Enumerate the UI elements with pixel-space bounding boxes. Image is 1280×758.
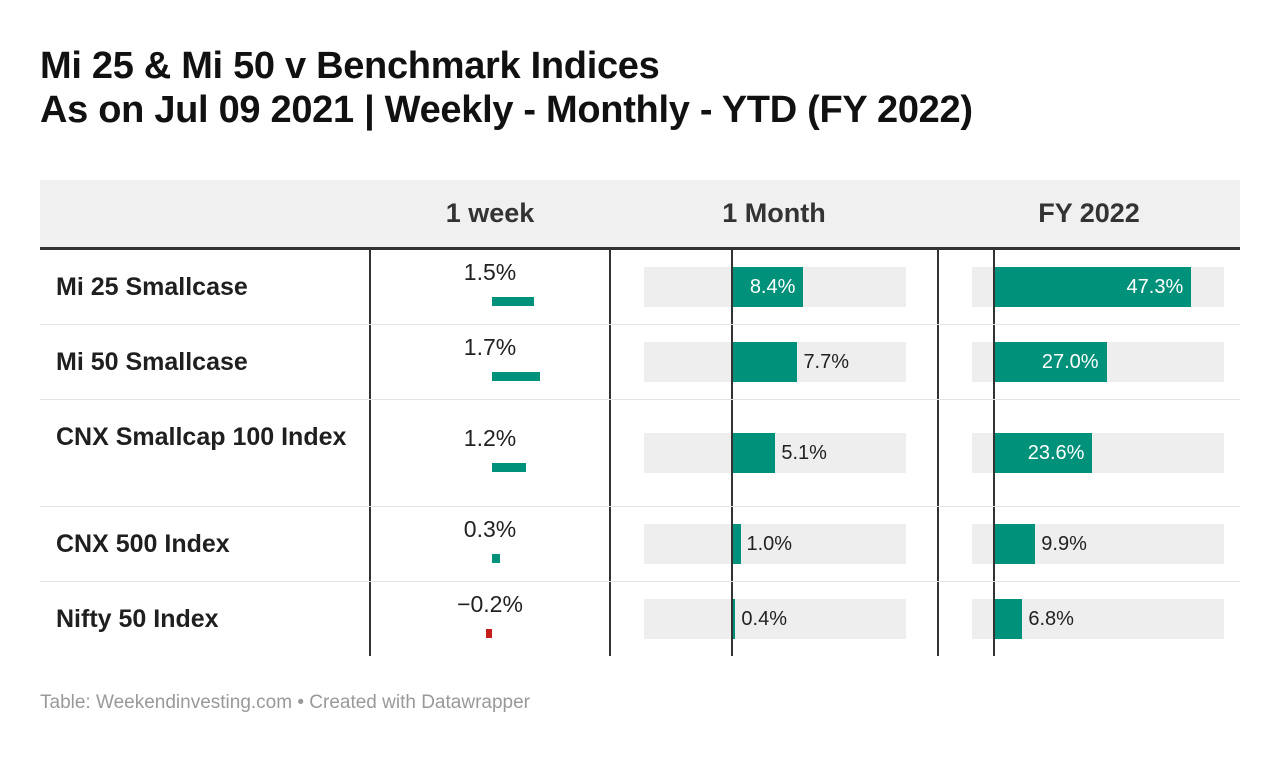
week-bar (486, 629, 492, 638)
month-value: 8.4% (749, 276, 796, 298)
fy-zero-axis (993, 250, 995, 324)
month-bar-track: 0.4% (644, 599, 906, 639)
week-value: 0.3% (463, 516, 517, 542)
data-table: 1 week 1 Month FY 2022 Mi 25 Smallcase 1.… (40, 180, 1240, 656)
fy-bar-track: 23.6% (972, 433, 1224, 473)
week-value: 1.7% (463, 334, 517, 360)
fy-value: 23.6% (1027, 442, 1085, 464)
column-divider (609, 400, 611, 506)
week-bar (492, 463, 526, 472)
month-bar (732, 433, 776, 473)
fy-value: 27.0% (1041, 351, 1099, 373)
month-bar (732, 599, 736, 639)
month-zero-axis (731, 250, 733, 324)
month-zero-axis (731, 400, 733, 506)
month-value: 5.1% (781, 442, 827, 464)
column-divider (369, 250, 371, 324)
fy-zero-axis (993, 400, 995, 506)
column-divider (609, 582, 611, 656)
title-line-1: Mi 25 & Mi 50 v Benchmark Indices (40, 45, 660, 87)
fy-zero-axis (993, 582, 995, 656)
month-zero-axis (731, 582, 733, 656)
month-bar-track: 1.0% (644, 524, 906, 564)
title-line-2: As on Jul 09 2021 | Weekly - Monthly - Y… (40, 89, 973, 131)
column-divider (369, 507, 371, 581)
column-divider (609, 250, 611, 324)
month-bar-track: 7.7% (644, 342, 906, 382)
week-bar (492, 372, 540, 381)
column-divider (369, 400, 371, 506)
column-divider (369, 325, 371, 399)
table-row: CNX Smallcap 100 Index 1.2% 5.1% 23.6% (40, 400, 1240, 507)
column-divider (937, 582, 939, 656)
fy-bar-track: 47.3% (972, 267, 1224, 307)
table-body: Mi 25 Smallcase 1.5% 8.4% 47.3% Mi 50 Smallc… (40, 250, 1240, 656)
table-header: 1 week 1 Month FY 2022 (40, 180, 1240, 250)
week-bar (492, 554, 501, 563)
column-header-week: 1 week (445, 198, 535, 228)
column-header-fy: FY 2022 (1038, 198, 1140, 228)
week-value: 1.2% (463, 425, 517, 451)
week-bar (492, 297, 534, 306)
row-label: Nifty 50 Index (56, 604, 219, 633)
fy-value: 6.8% (1028, 608, 1074, 630)
column-divider (609, 507, 611, 581)
column-divider (937, 507, 939, 581)
month-bar (732, 342, 798, 382)
fy-value: 9.9% (1041, 533, 1087, 555)
column-divider (937, 325, 939, 399)
fy-bar (994, 433, 1093, 473)
column-divider (609, 325, 611, 399)
column-divider (937, 400, 939, 506)
fy-bar-track: 27.0% (972, 342, 1224, 382)
fy-bar (994, 342, 1107, 382)
fy-value: 47.3% (1126, 276, 1184, 298)
week-value: 1.5% (463, 259, 517, 285)
month-bar (732, 524, 741, 564)
chart-title: Mi 25 & Mi 50 v Benchmark Indices As on … (40, 44, 973, 132)
table-row: Mi 50 Smallcase 1.7% 7.7% 27.0% (40, 325, 1240, 400)
month-zero-axis (731, 325, 733, 399)
table-row: CNX 500 Index 0.3% 1.0% 9.9% (40, 507, 1240, 582)
fy-bar (994, 599, 1023, 639)
month-value: 1.0% (746, 533, 793, 555)
row-label: CNX Smallcap 100 Index (56, 423, 347, 451)
month-bar-track: 8.4% (644, 267, 906, 307)
fy-bar (994, 267, 1192, 307)
column-header-month: 1 Month (722, 198, 826, 228)
fy-bar (994, 524, 1036, 564)
month-bar-track: 5.1% (644, 433, 906, 473)
column-divider (369, 582, 371, 656)
fy-bar-track: 6.8% (972, 599, 1224, 639)
month-value: 7.7% (803, 351, 850, 373)
row-label: CNX 500 Index (56, 529, 230, 558)
month-bar (732, 267, 804, 307)
table-row: Mi 25 Smallcase 1.5% 8.4% 47.3% (40, 250, 1240, 325)
table-row: Nifty 50 Index −0.2% 0.4% 6.8% (40, 582, 1240, 656)
fy-bar-track: 9.9% (972, 524, 1224, 564)
fy-zero-axis (993, 325, 995, 399)
week-value: −0.2% (457, 591, 523, 617)
row-label: Mi 50 Smallcase (56, 347, 248, 376)
row-label: Mi 25 Smallcase (56, 272, 248, 301)
month-value: 0.4% (741, 608, 787, 630)
month-zero-axis (731, 507, 733, 581)
fy-zero-axis (993, 507, 995, 581)
column-divider (937, 250, 939, 324)
footer-credit: Table: Weekendinvesting.com • Created wi… (40, 692, 530, 713)
